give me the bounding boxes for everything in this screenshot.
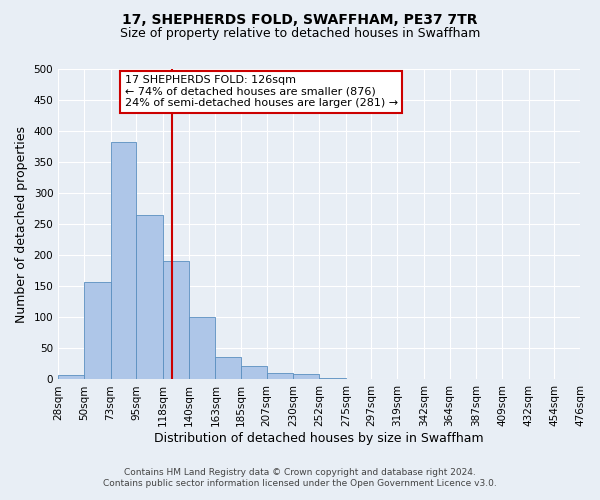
X-axis label: Distribution of detached houses by size in Swaffham: Distribution of detached houses by size … [154, 432, 484, 445]
Bar [266, 372, 293, 380]
Y-axis label: Number of detached properties: Number of detached properties [15, 126, 28, 322]
Bar [371, 379, 397, 380]
Text: Size of property relative to detached houses in Swaffham: Size of property relative to detached ho… [120, 28, 480, 40]
Bar [110, 142, 136, 380]
Bar [241, 366, 266, 380]
Bar [84, 282, 110, 380]
Text: 17, SHEPHERDS FOLD, SWAFFHAM, PE37 7TR: 17, SHEPHERDS FOLD, SWAFFHAM, PE37 7TR [122, 12, 478, 26]
Bar [449, 379, 476, 380]
Bar [319, 378, 346, 380]
Bar [163, 262, 188, 380]
Text: Contains HM Land Registry data © Crown copyright and database right 2024.
Contai: Contains HM Land Registry data © Crown c… [103, 468, 497, 487]
Bar [188, 316, 215, 380]
Bar [58, 375, 84, 380]
Bar [215, 357, 241, 380]
Bar [136, 215, 163, 380]
Text: 17 SHEPHERDS FOLD: 126sqm
← 74% of detached houses are smaller (876)
24% of semi: 17 SHEPHERDS FOLD: 126sqm ← 74% of detac… [125, 75, 398, 108]
Bar [293, 374, 319, 380]
Bar [346, 379, 371, 380]
